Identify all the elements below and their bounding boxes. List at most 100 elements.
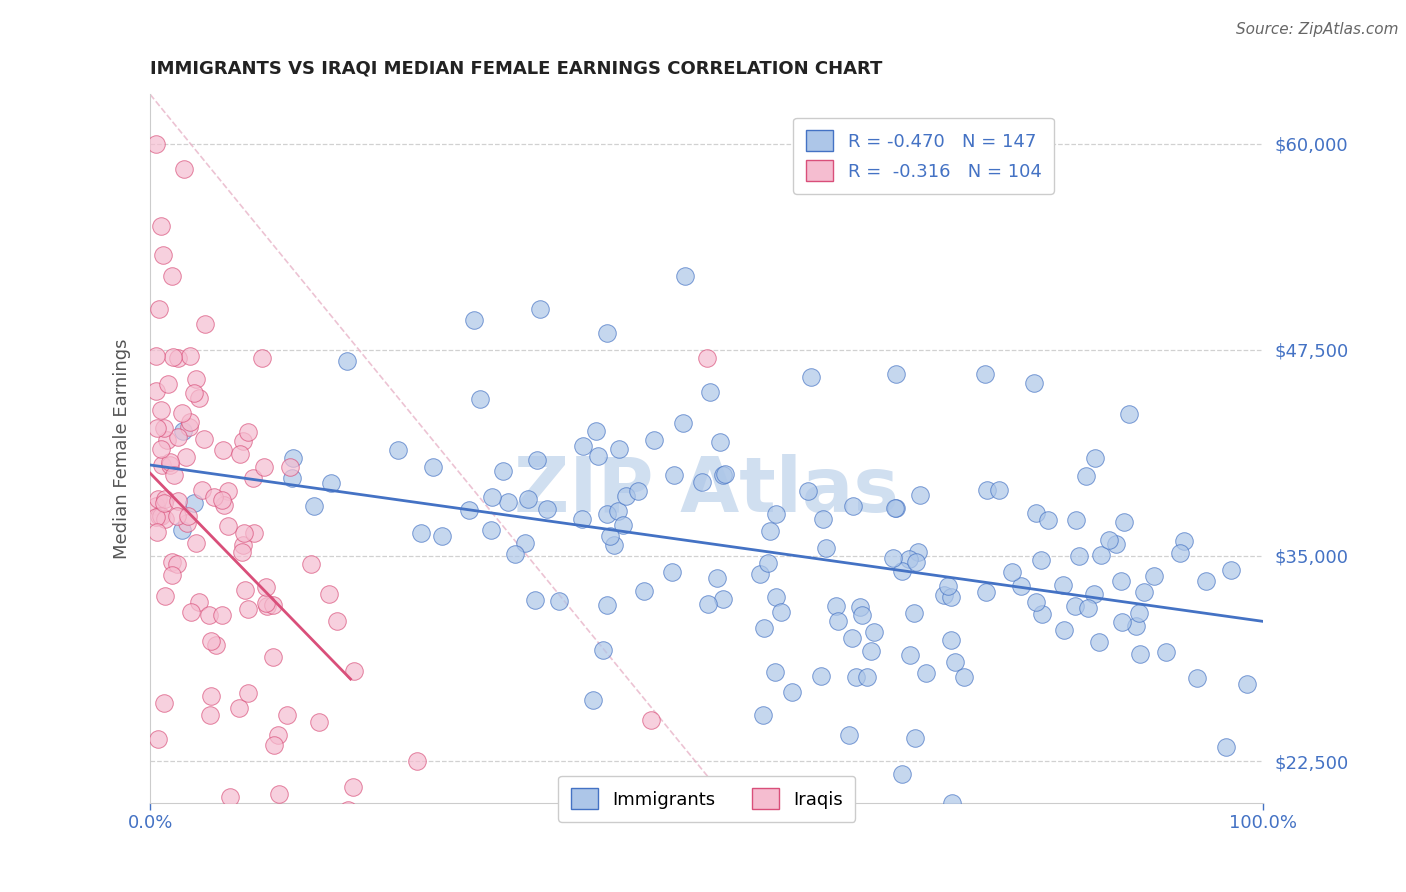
- Point: [856, 670, 879, 684]
- Point: [236, 686, 259, 700]
- Point: [1036, 512, 1059, 526]
- Point: [183, 496, 205, 510]
- Point: [218, 789, 240, 804]
- Point: [242, 471, 264, 485]
- Point: [1090, 548, 1112, 562]
- Point: [640, 713, 662, 727]
- Point: [845, 670, 868, 684]
- Point: [150, 442, 173, 456]
- Point: [974, 585, 997, 599]
- Point: [841, 499, 863, 513]
- Point: [336, 803, 359, 817]
- Point: [193, 432, 215, 446]
- Point: [150, 219, 173, 234]
- Point: [184, 372, 207, 386]
- Point: [153, 496, 176, 510]
- Point: [153, 696, 176, 710]
- Legend: Immigrants, Iraqis: Immigrants, Iraqis: [558, 776, 855, 822]
- Point: [162, 568, 184, 582]
- Point: [612, 518, 634, 533]
- Point: [155, 491, 177, 506]
- Point: [884, 500, 907, 515]
- Point: [186, 535, 208, 549]
- Point: [233, 525, 256, 540]
- Point: [159, 455, 181, 469]
- Point: [166, 509, 188, 524]
- Point: [1077, 600, 1099, 615]
- Point: [596, 598, 619, 612]
- Point: [987, 483, 1010, 497]
- Point: [709, 435, 731, 450]
- Point: [1230, 878, 1253, 892]
- Point: [907, 545, 929, 559]
- Point: [765, 590, 787, 604]
- Point: [278, 460, 301, 475]
- Point: [524, 593, 547, 607]
- Point: [339, 812, 361, 826]
- Point: [156, 434, 179, 448]
- Point: [167, 494, 190, 508]
- Point: [643, 434, 665, 448]
- Point: [163, 467, 186, 482]
- Point: [711, 592, 734, 607]
- Point: [205, 638, 228, 652]
- Point: [1195, 574, 1218, 588]
- Point: [152, 248, 174, 262]
- Point: [860, 644, 883, 658]
- Point: [882, 550, 904, 565]
- Point: [212, 443, 235, 458]
- Point: [269, 787, 291, 801]
- Point: [1105, 537, 1128, 551]
- Point: [1025, 595, 1047, 609]
- Point: [173, 162, 195, 177]
- Point: [586, 450, 609, 464]
- Point: [150, 458, 173, 472]
- Point: [281, 451, 304, 466]
- Point: [714, 467, 737, 481]
- Point: [267, 728, 290, 742]
- Point: [1083, 587, 1105, 601]
- Point: [1118, 408, 1140, 422]
- Point: [606, 504, 628, 518]
- Point: [188, 595, 211, 609]
- Point: [145, 509, 167, 524]
- Point: [202, 490, 225, 504]
- Text: IMMIGRANTS VS IRAQI MEDIAN FEMALE EARNINGS CORRELATION CHART: IMMIGRANTS VS IRAQI MEDIAN FEMALE EARNIN…: [150, 60, 883, 78]
- Point: [602, 538, 624, 552]
- Point: [1053, 623, 1076, 637]
- Point: [596, 326, 619, 341]
- Point: [1074, 469, 1097, 483]
- Point: [457, 503, 479, 517]
- Point: [217, 519, 239, 533]
- Point: [1129, 648, 1152, 662]
- Point: [149, 508, 172, 523]
- Point: [422, 460, 444, 475]
- Point: [1125, 619, 1147, 633]
- Point: [758, 524, 780, 538]
- Text: Source: ZipAtlas.com: Source: ZipAtlas.com: [1236, 22, 1399, 37]
- Point: [256, 580, 278, 594]
- Point: [194, 318, 217, 332]
- Point: [211, 493, 233, 508]
- Point: [673, 268, 696, 283]
- Point: [1010, 579, 1032, 593]
- Point: [827, 614, 849, 628]
- Point: [299, 557, 322, 571]
- Point: [696, 351, 718, 365]
- Point: [1029, 553, 1052, 567]
- Point: [1128, 606, 1150, 620]
- Point: [884, 368, 907, 382]
- Point: [145, 384, 167, 398]
- Point: [1066, 513, 1088, 527]
- Point: [200, 634, 222, 648]
- Point: [180, 605, 202, 619]
- Point: [498, 495, 520, 509]
- Point: [308, 714, 330, 729]
- Point: [505, 547, 527, 561]
- Point: [515, 536, 537, 550]
- Point: [607, 442, 630, 456]
- Point: [884, 501, 907, 516]
- Point: [664, 468, 686, 483]
- Point: [699, 385, 721, 400]
- Point: [841, 631, 863, 645]
